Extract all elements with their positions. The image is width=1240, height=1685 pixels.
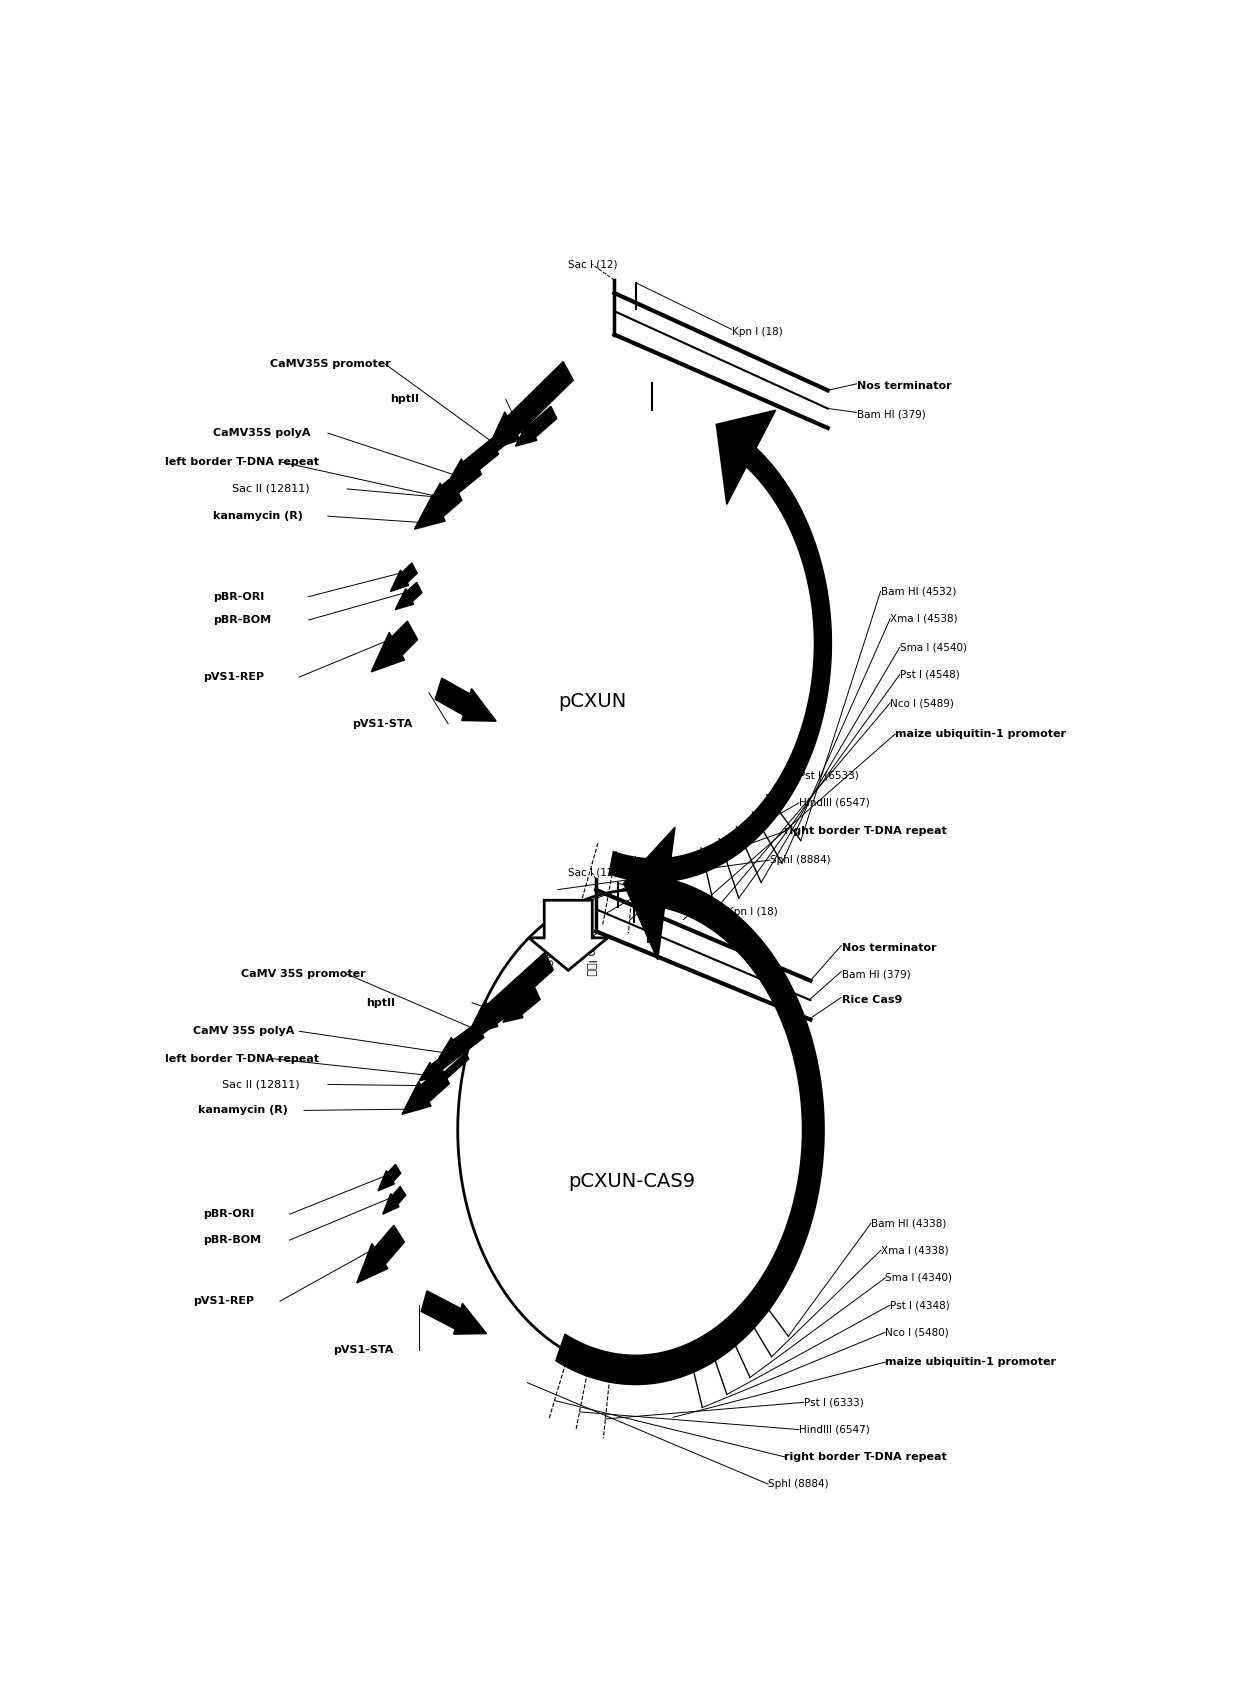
Text: kanamycin (R): kanamycin (R) bbox=[198, 1105, 288, 1115]
Text: Kpn I (18): Kpn I (18) bbox=[732, 327, 782, 337]
Text: pBR-BOM: pBR-BOM bbox=[213, 615, 270, 625]
Text: Bam HI (4532): Bam HI (4532) bbox=[880, 586, 956, 596]
Text: CaMV35S promoter: CaMV35S promoter bbox=[270, 359, 391, 369]
Text: pVS1-REP: pVS1-REP bbox=[203, 672, 264, 682]
Polygon shape bbox=[717, 409, 776, 504]
Text: pCXUN-CAS9: pCXUN-CAS9 bbox=[568, 1173, 696, 1191]
Text: pBR-BOM: pBR-BOM bbox=[203, 1235, 262, 1245]
Polygon shape bbox=[371, 622, 418, 672]
Polygon shape bbox=[428, 1053, 469, 1090]
Polygon shape bbox=[503, 987, 541, 1023]
Polygon shape bbox=[486, 362, 573, 452]
Polygon shape bbox=[396, 583, 422, 610]
Polygon shape bbox=[435, 677, 496, 721]
Text: Sma I (4340): Sma I (4340) bbox=[885, 1272, 952, 1282]
Polygon shape bbox=[383, 1186, 405, 1215]
Polygon shape bbox=[528, 900, 608, 971]
Polygon shape bbox=[402, 1067, 449, 1114]
Text: right border T-DNA repeat: right border T-DNA repeat bbox=[785, 1452, 947, 1463]
Text: pBR-ORI: pBR-ORI bbox=[213, 591, 264, 602]
Text: Xma I (4338): Xma I (4338) bbox=[880, 1245, 949, 1255]
Polygon shape bbox=[378, 1164, 401, 1191]
Text: Pst I (6533): Pst I (6533) bbox=[799, 770, 858, 780]
Text: Nos terminator: Nos terminator bbox=[857, 381, 951, 391]
Text: HindIII (6547): HindIII (6547) bbox=[799, 1424, 869, 1434]
Polygon shape bbox=[439, 1003, 508, 1058]
Text: Sma I (4540): Sma I (4540) bbox=[900, 642, 967, 652]
Polygon shape bbox=[467, 952, 553, 1035]
Text: Pst I (6333): Pst I (6333) bbox=[804, 1397, 863, 1407]
Polygon shape bbox=[516, 406, 557, 447]
Text: Pst I (4548): Pst I (4548) bbox=[900, 669, 960, 679]
Text: left border T-DNA repeat: left border T-DNA repeat bbox=[165, 1053, 319, 1063]
Text: Sac I (12): Sac I (12) bbox=[568, 259, 618, 270]
Text: Xcm I酵切: Xcm I酵切 bbox=[588, 932, 598, 976]
Polygon shape bbox=[556, 880, 825, 1385]
Polygon shape bbox=[414, 482, 463, 529]
Text: maize ubiquitin-1 promoter: maize ubiquitin-1 promoter bbox=[885, 1356, 1056, 1367]
Text: HindIII (6547): HindIII (6547) bbox=[799, 799, 869, 807]
Text: hptII: hptII bbox=[367, 998, 396, 1008]
Text: Sac I (12): Sac I (12) bbox=[568, 868, 618, 878]
Polygon shape bbox=[422, 1291, 486, 1335]
Text: kanamycin (R): kanamycin (R) bbox=[213, 511, 303, 521]
Text: pVS1-REP: pVS1-REP bbox=[193, 1296, 254, 1306]
Text: CaMV 35S polyA: CaMV 35S polyA bbox=[193, 1026, 295, 1036]
Text: left border T-DNA repeat: left border T-DNA repeat bbox=[165, 457, 319, 467]
Text: Xma I (4538): Xma I (4538) bbox=[890, 613, 957, 623]
Text: pVS1-STA: pVS1-STA bbox=[332, 1345, 393, 1355]
Text: pCXUN: pCXUN bbox=[558, 693, 627, 711]
Polygon shape bbox=[419, 1028, 484, 1080]
Text: pVS1-STA: pVS1-STA bbox=[352, 719, 413, 730]
Text: right border T-DNA repeat: right border T-DNA repeat bbox=[785, 826, 947, 836]
Text: 水稼CAS9: 水稼CAS9 bbox=[542, 932, 552, 974]
Text: SphI (8884): SphI (8884) bbox=[768, 1479, 828, 1490]
Polygon shape bbox=[357, 1225, 404, 1282]
Polygon shape bbox=[624, 827, 675, 960]
Polygon shape bbox=[448, 421, 518, 482]
Text: SphI (8884): SphI (8884) bbox=[770, 854, 831, 864]
Text: Pst I (4348): Pst I (4348) bbox=[890, 1301, 950, 1309]
Text: Sac II (12811): Sac II (12811) bbox=[222, 1080, 300, 1090]
Text: Bam HI (4338): Bam HI (4338) bbox=[870, 1218, 946, 1228]
Polygon shape bbox=[391, 563, 417, 591]
Text: Sac II (12811): Sac II (12811) bbox=[232, 484, 310, 494]
Text: CaMV 35S promoter: CaMV 35S promoter bbox=[242, 969, 366, 979]
Text: Nos terminator: Nos terminator bbox=[842, 944, 936, 954]
Text: Nco I (5489): Nco I (5489) bbox=[890, 698, 954, 708]
Text: Rice Cas9: Rice Cas9 bbox=[842, 996, 903, 1006]
Text: pBR-ORI: pBR-ORI bbox=[203, 1210, 254, 1220]
Polygon shape bbox=[429, 443, 498, 504]
Text: Nco I (5480): Nco I (5480) bbox=[885, 1328, 949, 1338]
Text: maize ubiquitin-1 promoter: maize ubiquitin-1 promoter bbox=[895, 730, 1066, 740]
Text: Kpn I (18): Kpn I (18) bbox=[727, 907, 777, 917]
Polygon shape bbox=[609, 448, 831, 881]
Text: Bam HI (379): Bam HI (379) bbox=[842, 969, 911, 979]
Polygon shape bbox=[439, 467, 481, 504]
Text: CaMV35S polyA: CaMV35S polyA bbox=[213, 428, 310, 438]
Text: Bam HI (379): Bam HI (379) bbox=[857, 409, 925, 420]
Text: hptII: hptII bbox=[391, 394, 419, 404]
